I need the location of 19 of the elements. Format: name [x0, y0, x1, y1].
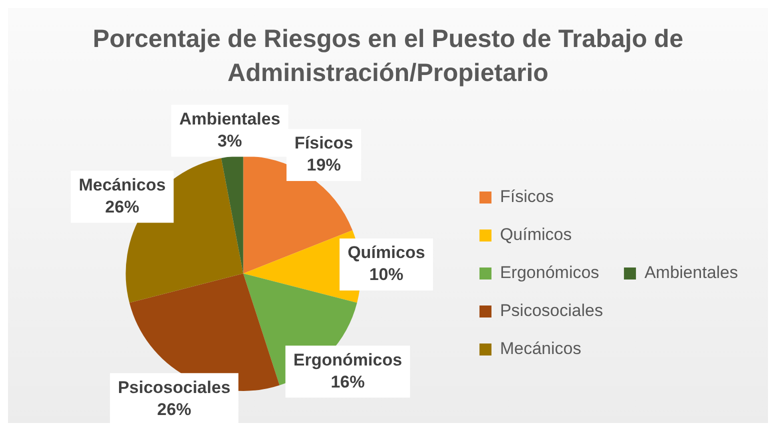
slice-label: Mecánicos [78, 175, 166, 194]
slice-label: Químicos [348, 243, 426, 262]
slice-label: Ambientales [179, 109, 280, 128]
legend-label: Químicos [500, 225, 572, 244]
legend-label: Físicos [500, 187, 554, 206]
legend-label: Psicosociales [500, 301, 603, 320]
legend-label: Ambientales [644, 263, 738, 282]
data-label: 16% [330, 372, 365, 392]
data-label: 10% [369, 265, 404, 284]
data-label: 19% [306, 156, 341, 175]
legend-label: Ergonómicos [500, 263, 600, 282]
data-label: 26% [105, 197, 140, 216]
data-label: 3% [217, 131, 242, 150]
slice-label: Físicos [294, 134, 354, 153]
slice-label: Ergonómicos [293, 350, 402, 370]
data-label: 26% [157, 400, 192, 419]
legend-label: Mecánicos [500, 339, 582, 358]
chart-title: Porcentaje de Riesgos en el Puesto de Trabajo de Administración/Propietario [92, 24, 684, 89]
slice-label: Psicosociales [118, 378, 230, 397]
